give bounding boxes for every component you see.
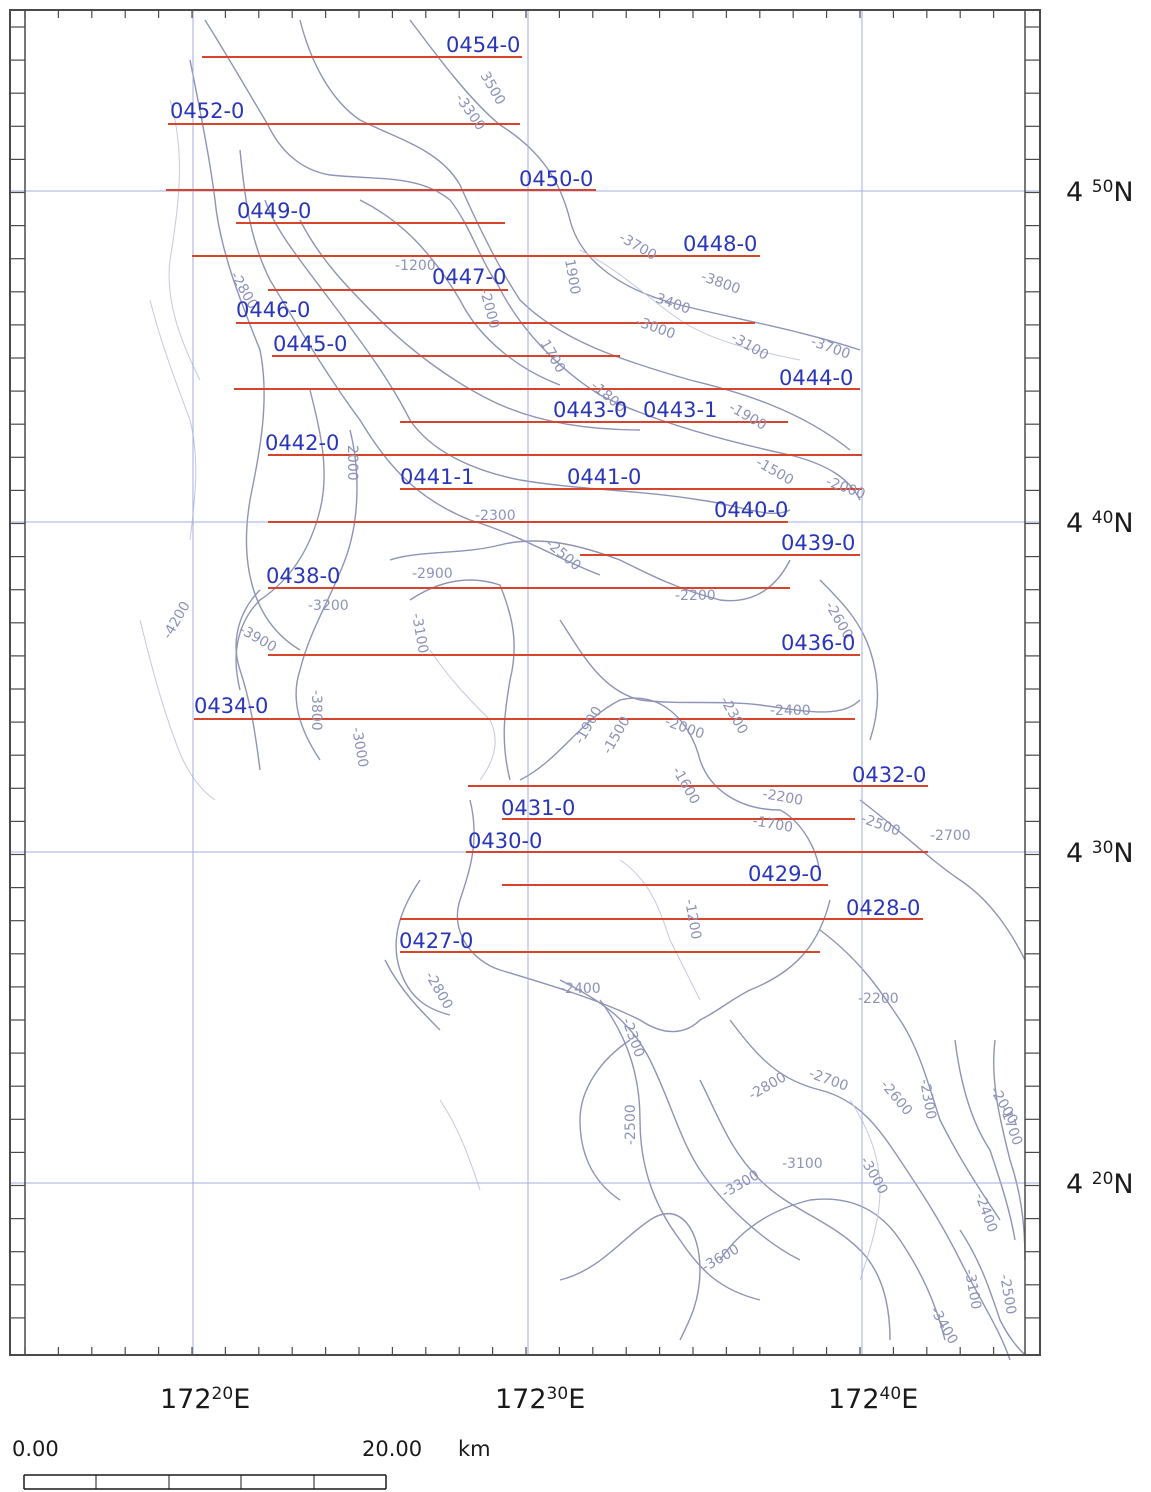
contour-label: -1200 (681, 898, 704, 941)
track-label: 0449-0 (237, 199, 311, 223)
contour-label: 2000 (344, 445, 360, 481)
track-label: 0441-1 (400, 465, 474, 489)
track-label: 0454-0 (446, 33, 520, 57)
contour-label: -2900 (412, 566, 453, 582)
track-label: 0452-0 (170, 99, 244, 123)
track-label: 0450-0 (519, 167, 593, 191)
track-label: 0438-0 (266, 564, 340, 588)
contour-label: -3000 (348, 726, 371, 769)
survey-track-lines (166, 56, 928, 953)
latitude-labels: 4 50N 4 40N 4 30N 4 20N (1066, 177, 1134, 1200)
contour-label: -2400 (560, 981, 601, 997)
contour-label: -3800 (308, 690, 324, 731)
track-label: 0448-0 (683, 232, 757, 256)
latitude-label: 4 50N (1066, 177, 1134, 208)
contour-label: -2200 (761, 786, 804, 809)
contour-label: -2300 (916, 1078, 939, 1121)
track-label: 0440-0 (714, 498, 788, 522)
track-label: 0430-0 (468, 829, 542, 853)
scale-end-label: 20.00 (362, 1437, 422, 1461)
contour-label: -2300 (475, 508, 516, 524)
track-label: 0439-0 (781, 531, 855, 555)
track-label: 0434-0 (194, 694, 268, 718)
scale-bar: 0.00 20.00 km (12, 1437, 491, 1490)
track-labels: 0454-0 0452-0 0450-0 0449-0 0448-0 0447-0 0446… (170, 33, 926, 953)
latitude-label: 4 20N (1066, 1169, 1134, 1200)
track-label: 0436-0 (781, 631, 855, 655)
track-label: 0431-0 (501, 796, 575, 820)
track-label: 0443-1 (643, 398, 717, 422)
map-frame (9, 9, 1041, 1356)
track-label: 0445-0 (273, 332, 347, 356)
minor-contours (139, 99, 881, 1281)
contour-label: -3100 (961, 1268, 984, 1311)
contour-label: -3100 (408, 612, 431, 655)
track-label: 0444-0 (779, 366, 853, 390)
track-label: 0428-0 (846, 896, 920, 920)
longitude-label: 17220E (160, 1384, 250, 1415)
track-label: 0446-0 (236, 298, 310, 322)
latitude-label: 4 30N (1066, 838, 1134, 869)
scale-start-label: 0.00 (12, 1437, 59, 1461)
latitude-label: 4 40N (1066, 508, 1134, 539)
track-label: 0447-0 (432, 265, 506, 289)
track-label: 0429-0 (748, 862, 822, 886)
contour-label: -2200 (675, 588, 716, 604)
contour-label: -2400 (770, 703, 811, 719)
contour-label: -3200 (308, 598, 349, 614)
contour-label: -3100 (782, 1156, 823, 1172)
contour-label: -2500 (996, 1273, 1019, 1316)
track-label: 0442-0 (265, 431, 339, 455)
scale-unit-label: km (458, 1437, 491, 1461)
longitude-label: 17240E (828, 1384, 918, 1415)
contour-label: -2500 (623, 1104, 639, 1145)
longitude-labels: 17220E 17230E 17240E (160, 1384, 918, 1415)
contour-label: -1700 (751, 813, 794, 836)
track-label: 0432-0 (852, 763, 926, 787)
contour-label: -2200 (858, 991, 899, 1007)
contour-label: 1900 (561, 258, 583, 296)
contour-label: -1200 (395, 258, 436, 274)
track-label: 0441-0 (567, 465, 641, 489)
track-label: 0427-0 (399, 929, 473, 953)
track-label: 0443-0 (553, 398, 627, 422)
longitude-label: 17230E (495, 1384, 585, 1415)
contour-label: -2700 (930, 828, 971, 844)
